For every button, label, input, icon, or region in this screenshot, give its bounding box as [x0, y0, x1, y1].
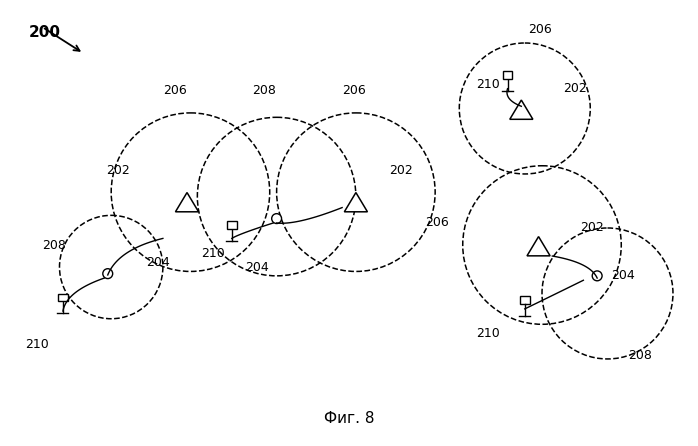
Text: 210: 210	[477, 78, 500, 91]
Text: 204: 204	[146, 256, 170, 269]
Text: 202: 202	[563, 82, 586, 95]
Text: 210: 210	[201, 248, 225, 260]
Text: 210: 210	[477, 326, 500, 339]
Text: 200: 200	[29, 25, 61, 40]
Circle shape	[272, 214, 281, 223]
Bar	[520, 296, 530, 304]
Text: 208: 208	[253, 84, 276, 97]
Bar	[227, 221, 237, 229]
Circle shape	[103, 268, 112, 279]
Text: Фиг. 8: Фиг. 8	[324, 412, 374, 426]
Text: 208: 208	[628, 349, 652, 362]
Text: 204: 204	[611, 269, 634, 282]
Text: 206: 206	[342, 84, 366, 97]
Text: 204: 204	[246, 260, 269, 273]
Text: 202: 202	[389, 164, 413, 177]
Bar	[58, 293, 68, 301]
Text: 206: 206	[425, 216, 449, 230]
Text: 208: 208	[43, 239, 66, 252]
Text: 206: 206	[163, 84, 186, 97]
Text: 202: 202	[106, 164, 130, 177]
Polygon shape	[344, 193, 367, 212]
Polygon shape	[510, 100, 533, 120]
Circle shape	[592, 271, 602, 281]
Text: 210: 210	[25, 338, 49, 351]
Text: 206: 206	[528, 23, 552, 36]
Bar	[503, 71, 512, 79]
Polygon shape	[527, 236, 550, 256]
Polygon shape	[175, 193, 198, 212]
Text: 202: 202	[580, 221, 604, 234]
